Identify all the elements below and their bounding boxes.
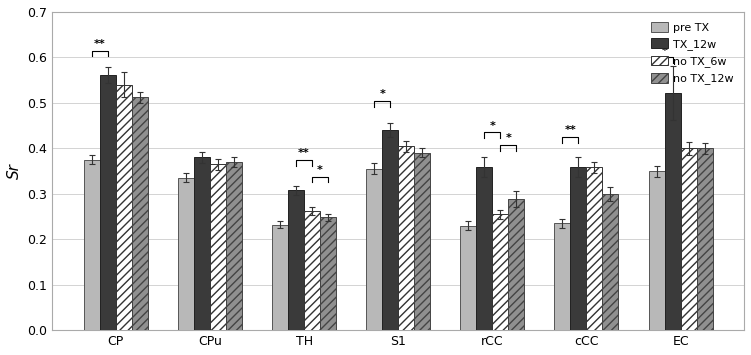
Bar [84,160,100,330]
Bar [226,162,242,330]
Text: *: * [505,133,511,143]
Bar [100,75,116,330]
Bar [649,171,665,330]
Text: *: * [662,45,668,56]
Legend: pre TX, TX_12w, no TX_6w, no TX_12w: pre TX, TX_12w, no TX_6w, no TX_12w [647,17,738,89]
Bar [304,211,320,330]
Bar [697,148,713,330]
Bar [680,148,697,330]
Bar [178,178,194,330]
Bar [665,93,680,330]
Bar [602,194,619,330]
Bar [493,214,508,330]
Bar [587,168,602,330]
Text: **: ** [94,39,106,49]
Bar [194,157,210,330]
Text: **: ** [298,148,310,158]
Bar [571,166,587,330]
Bar [210,164,226,330]
Text: *: * [490,121,495,131]
Bar [476,168,493,330]
Bar [366,169,382,330]
Y-axis label: Sr: Sr [7,163,22,179]
Bar [382,130,398,330]
Bar [132,97,148,330]
Bar [116,85,132,330]
Bar [398,146,415,330]
Text: **: ** [565,125,576,135]
Bar [415,153,430,330]
Bar [460,226,476,330]
Bar [288,190,304,330]
Bar [320,218,336,330]
Text: *: * [317,165,323,175]
Text: *: * [379,89,385,99]
Bar [272,225,288,330]
Bar [554,223,571,330]
Bar [508,199,524,330]
